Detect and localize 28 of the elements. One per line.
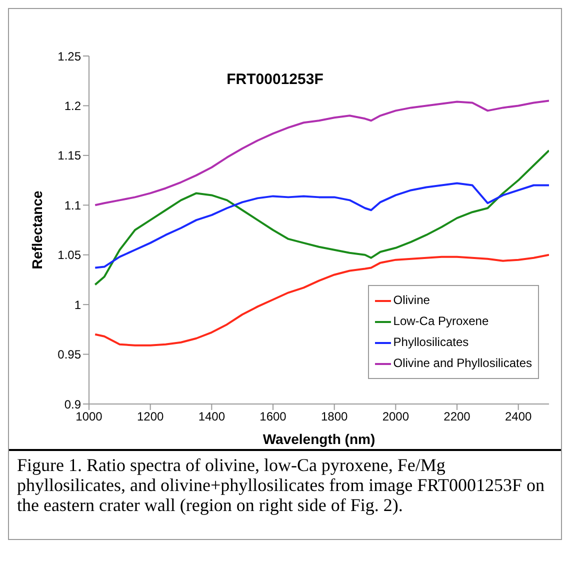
text: FRT0001253F — [226, 71, 324, 88]
x-tick-label: 2000 — [382, 410, 410, 424]
x-tick-label: 1800 — [320, 410, 348, 424]
legend-label: Phyllosilicates — [393, 334, 469, 351]
legend-label: Olivine and Phyllosilicates — [393, 355, 532, 372]
y-axis-title: Reflectance — [28, 190, 45, 270]
y-tick-label: 1.05 — [58, 248, 82, 262]
y-tick-label: 1.25 — [58, 49, 82, 64]
line-series — [94, 254, 549, 346]
y-tick-label: 1.15 — [58, 148, 82, 163]
y-tick-label: 0.9 — [64, 397, 82, 412]
x-tick-label: 1400 — [198, 410, 226, 424]
line-series — [94, 149, 549, 286]
x-tick-label: 2200 — [444, 410, 471, 424]
caption: Figure 1. Ratio spectra of olivine, low-Ca pyroxene, Fe/Mg phyllosilicates, and olivine+phyllosilicates from image FRT0001253F on the eastern crater wall (region on right side of Fig. 2). — [17, 455, 546, 515]
x-tick-label: 2400 — [504, 410, 532, 424]
x-tick-label: 1000 — [76, 410, 103, 424]
x-tick-label: 1600 — [260, 410, 287, 424]
y-tick-label: 0.95 — [58, 348, 82, 362]
line-series — [94, 100, 549, 206]
legend-label: Low-Ca Pyroxene — [393, 313, 489, 330]
legend-label: Olivine — [393, 292, 430, 309]
y-tick-label: 1.2 — [64, 98, 82, 113]
y-tick-label: 1.1 — [64, 198, 82, 212]
x-tick-label: 1200 — [136, 410, 164, 424]
x-axis-title: Wavelength (nm) — [262, 431, 376, 447]
line-series — [94, 182, 549, 269]
y-tick-label: 1 — [74, 298, 82, 312]
